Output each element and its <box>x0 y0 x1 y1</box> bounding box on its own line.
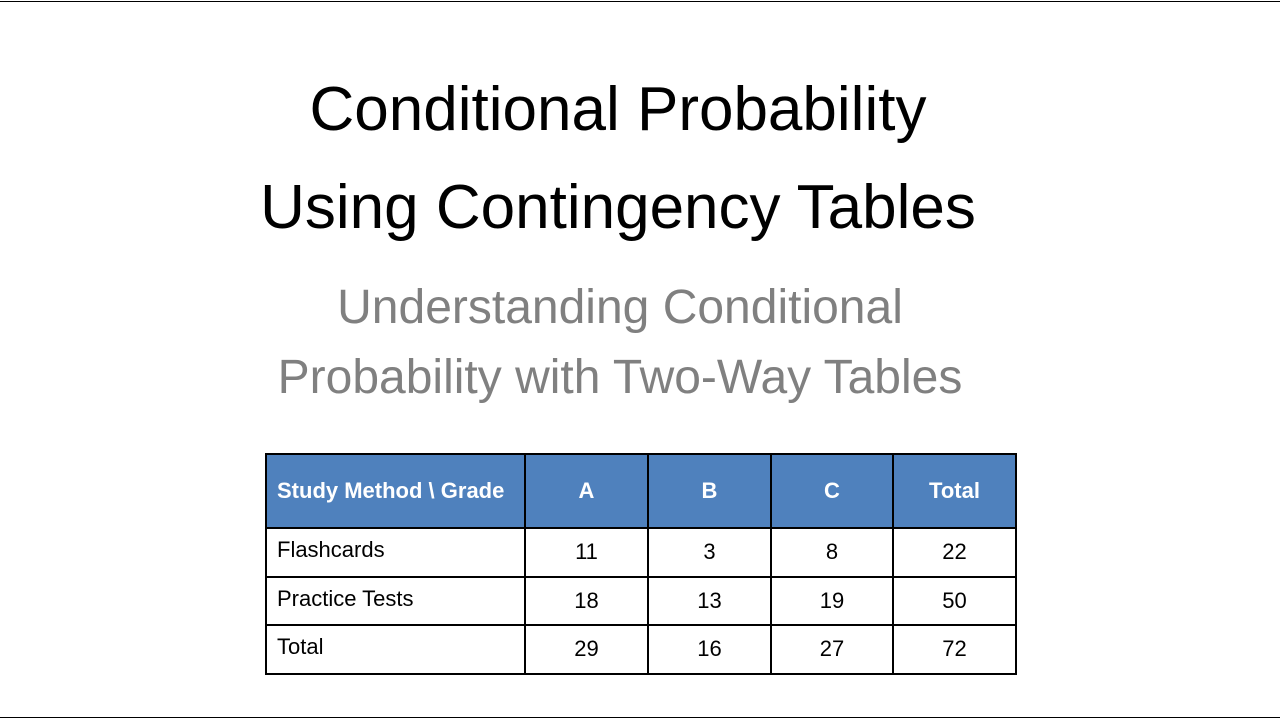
table-cell: 29 <box>524 624 649 675</box>
table-cell: 72 <box>892 624 1017 675</box>
bottom-rule <box>0 717 1280 718</box>
title-line: Using Contingency Tables <box>260 173 976 242</box>
table-cell: 13 <box>647 575 772 626</box>
header-cell: Total <box>892 453 1017 529</box>
table-row: Flashcards 11 3 8 22 <box>265 527 1017 578</box>
title-line: Conditional Probability <box>309 75 927 144</box>
subtitle-line: Understanding Conditional <box>337 281 903 334</box>
row-label: Total <box>265 624 526 675</box>
table-row: Total 29 16 27 72 <box>265 624 1017 675</box>
row-label: Practice Tests <box>265 575 526 626</box>
row-label: Flashcards <box>265 527 526 578</box>
header-cell: A <box>524 453 649 529</box>
table-cell: 16 <box>647 624 772 675</box>
table-cell: 18 <box>524 575 649 626</box>
table-cell: 11 <box>524 527 649 578</box>
table-row: Practice Tests 18 13 19 50 <box>265 575 1017 626</box>
header-cell: C <box>770 453 894 529</box>
header-cell: B <box>647 453 772 529</box>
table-cell: 19 <box>770 575 894 626</box>
header-cell: Study Method \ Grade <box>265 453 526 529</box>
top-rule <box>0 1 1280 2</box>
contingency-table: Study Method \ Grade A B C Total Flashcards 1… <box>265 453 1017 675</box>
table-cell: 3 <box>647 527 772 578</box>
table-cell: 27 <box>770 624 894 675</box>
subtitle-line: Probability with Two-Way Tables <box>277 351 963 404</box>
table-cell: 8 <box>770 527 894 578</box>
table-cell: 50 <box>892 575 1017 626</box>
table-cell: 22 <box>892 527 1017 578</box>
header-row: Study Method \ Grade A B C Total <box>265 453 1017 529</box>
